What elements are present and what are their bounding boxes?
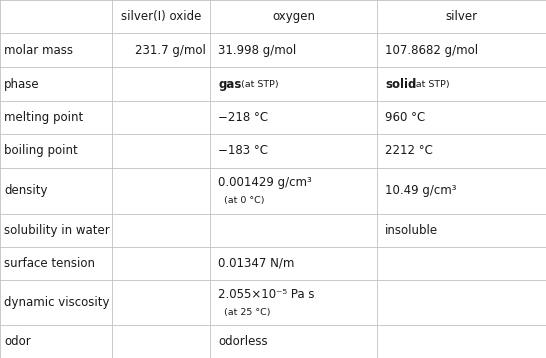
- Text: 107.8682 g/mol: 107.8682 g/mol: [385, 44, 478, 57]
- Text: phase: phase: [4, 78, 40, 91]
- Text: (at STP): (at STP): [412, 80, 450, 89]
- Text: oxygen: oxygen: [272, 10, 315, 23]
- Text: (at 25 °C): (at 25 °C): [224, 308, 270, 317]
- Text: density: density: [4, 184, 48, 197]
- Text: boiling point: boiling point: [4, 145, 78, 158]
- Text: silver(I) oxide: silver(I) oxide: [121, 10, 201, 23]
- Text: −183 °C: −183 °C: [218, 145, 269, 158]
- Text: 231.7 g/mol: 231.7 g/mol: [135, 44, 206, 57]
- Text: solid: solid: [385, 78, 416, 91]
- Text: 2212 °C: 2212 °C: [385, 145, 433, 158]
- Text: surface tension: surface tension: [4, 257, 96, 270]
- Text: molar mass: molar mass: [4, 44, 73, 57]
- Text: 2.055×10⁻⁵ Pa s: 2.055×10⁻⁵ Pa s: [218, 288, 315, 301]
- Text: (at STP): (at STP): [241, 80, 279, 89]
- Text: (at 0 °C): (at 0 °C): [224, 196, 264, 205]
- Text: −218 °C: −218 °C: [218, 111, 269, 124]
- Text: melting point: melting point: [4, 111, 84, 124]
- Text: 960 °C: 960 °C: [385, 111, 425, 124]
- Text: 10.49 g/cm³: 10.49 g/cm³: [385, 184, 456, 197]
- Text: silver: silver: [446, 10, 477, 23]
- Text: insoluble: insoluble: [385, 224, 438, 237]
- Text: gas: gas: [218, 78, 242, 91]
- Text: dynamic viscosity: dynamic viscosity: [4, 296, 110, 309]
- Text: 0.01347 N/m: 0.01347 N/m: [218, 257, 295, 270]
- Text: odorless: odorless: [218, 335, 268, 348]
- Text: 31.998 g/mol: 31.998 g/mol: [218, 44, 296, 57]
- Text: odor: odor: [4, 335, 31, 348]
- Text: solubility in water: solubility in water: [4, 224, 110, 237]
- Text: 0.001429 g/cm³: 0.001429 g/cm³: [218, 176, 312, 189]
